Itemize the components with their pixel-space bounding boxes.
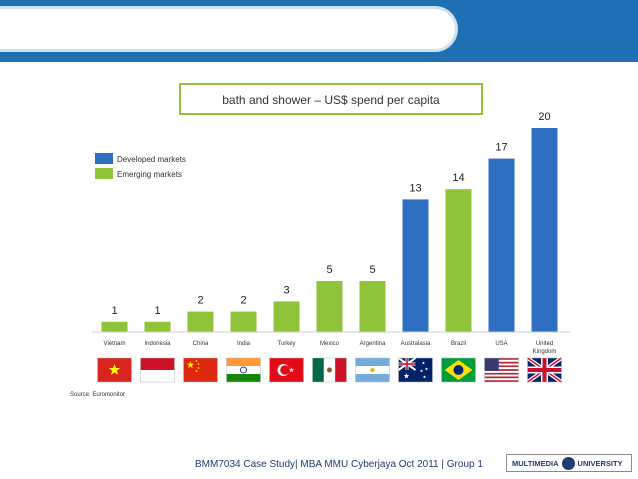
bar-value-label: 2 — [197, 295, 203, 307]
chart-title-box: bath and shower – US$ spend per capita — [179, 83, 483, 115]
category-label: Australasia — [401, 341, 431, 347]
bar-value-label: 5 — [326, 264, 332, 276]
bar-value-label: 20 — [538, 111, 550, 123]
category-label: China — [193, 341, 209, 347]
bar — [101, 321, 128, 332]
indonesia-flag-icon — [140, 357, 175, 383]
india-flag-icon — [226, 357, 261, 383]
category-label: Mexico — [320, 341, 340, 347]
bar-value-label: 1 — [154, 305, 160, 317]
source-note: Source: Euromonitor — [70, 392, 125, 398]
header-title-bar — [0, 6, 458, 52]
bar-value-label: 2 — [240, 295, 246, 307]
turkey-flag-icon — [269, 357, 304, 383]
legend-swatch — [95, 153, 113, 164]
vietnam-flag-icon — [97, 357, 132, 383]
category-label: Kingdom — [533, 349, 557, 355]
legend-swatch — [95, 168, 113, 179]
header-band — [0, 0, 638, 62]
bar — [144, 321, 171, 332]
category-label: Argentina — [360, 341, 386, 347]
bar-value-label: 14 — [452, 172, 464, 184]
argentina-flag-icon — [355, 357, 390, 383]
bar — [230, 311, 257, 332]
mexico-flag-icon — [312, 357, 347, 383]
university-logo: MULTIMEDIA UNIVERSITY — [506, 454, 632, 472]
chart-legend: Developed markets Emerging markets — [95, 153, 186, 179]
footer-text: BMM7034 Case Study| MBA MMU Cyberjaya Oc… — [195, 459, 483, 470]
legend-label: Developed markets — [117, 155, 186, 164]
bar-value-label: 17 — [495, 142, 507, 154]
category-label: United — [536, 341, 553, 347]
brazil-flag-icon — [441, 357, 476, 383]
bar-value-label: 13 — [409, 182, 421, 194]
bar — [359, 281, 386, 332]
category-label: USA — [495, 341, 507, 347]
bar — [273, 301, 300, 332]
bar — [402, 199, 429, 332]
category-label: Indonesia — [144, 341, 171, 347]
bar — [187, 311, 214, 332]
bar-group: 1 Vietnam 1 Indonesia 2 China 2 India 3 Turkey 5 Me… — [101, 111, 558, 355]
bar — [445, 189, 472, 332]
bar — [531, 128, 558, 332]
bar — [488, 158, 515, 332]
chart: bath and shower – US$ spend per capita D… — [70, 83, 570, 398]
usa-flag-icon — [484, 357, 519, 383]
category-label: Vietnam — [104, 341, 126, 347]
bar-value-label: 5 — [369, 264, 375, 276]
flag-row — [97, 356, 563, 384]
category-label: India — [237, 341, 251, 347]
chart-title: bath and shower – US$ spend per capita — [222, 93, 440, 107]
logo-left-text: MULTIMEDIA — [512, 458, 559, 468]
australasia-flag-icon — [397, 357, 433, 383]
bar — [316, 281, 343, 332]
category-label: Brazil — [451, 341, 466, 347]
bar-value-label: 1 — [111, 305, 117, 317]
bar-value-label: 3 — [283, 284, 289, 296]
category-label: Turkey — [277, 341, 295, 347]
china-flag-icon — [183, 357, 218, 383]
uk-flag-icon — [526, 356, 563, 384]
legend-label: Emerging markets — [117, 170, 182, 179]
logo-right-text: UNIVERSITY — [577, 458, 623, 468]
logo-seal-icon — [561, 456, 575, 470]
